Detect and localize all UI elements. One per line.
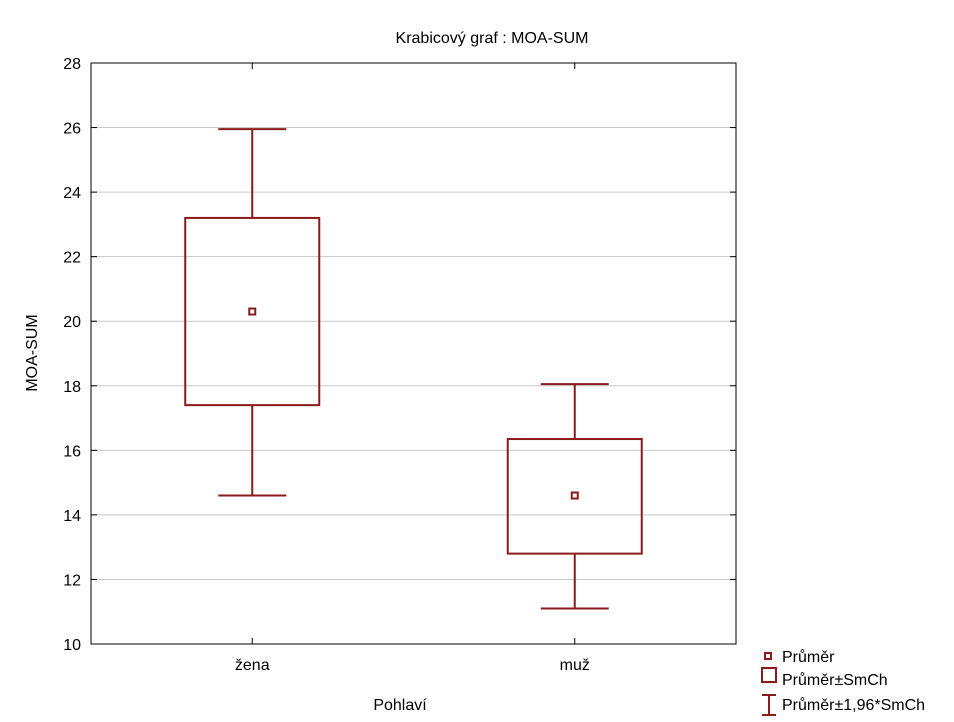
y-tick-label: 16	[63, 443, 81, 460]
whisker-marker-icon	[762, 694, 776, 716]
y-tick-label: 20	[63, 314, 81, 331]
x-tick-label: muž	[560, 657, 590, 674]
se-box	[506, 438, 643, 555]
chart-title: Krabicový graf : MOA-SUM	[396, 30, 589, 47]
y-tick-label: 28	[63, 56, 81, 73]
x-tick-label: žena	[235, 657, 270, 674]
y-tick-label: 10	[63, 637, 81, 654]
y-tick-label: 14	[63, 508, 81, 525]
legend-item-whisker: Průměr±1,96*SmCh	[762, 694, 925, 716]
x-axis-label: Pohlaví	[373, 697, 427, 714]
legend-label-whisker: Průměr±1,96*SmCh	[782, 696, 925, 714]
y-tick-label: 18	[63, 379, 81, 396]
y-tick-label: 22	[63, 250, 81, 267]
y-axis-label: MOA-SUM	[24, 314, 41, 391]
mean-marker-icon	[764, 652, 772, 660]
box-series	[184, 128, 643, 610]
box-marker-icon	[761, 667, 777, 683]
y-tick-label: 12	[63, 572, 81, 589]
box-muz	[506, 383, 643, 610]
y-axis: 10 12 14 16 18 20 22 24 26 28	[63, 56, 736, 654]
legend-item-mean: Průměr	[764, 648, 835, 666]
legend-label-mean: Průměr	[782, 648, 835, 666]
legend-label-box: Průměr±SmCh	[782, 671, 888, 689]
x-axis: žena muž	[235, 63, 590, 674]
mean-marker	[248, 307, 257, 316]
legend: Průměr Průměr±SmCh Průměr±1,96*SmCh	[761, 648, 925, 716]
legend-item-box: Průměr±SmCh	[761, 667, 888, 689]
plot-area-frame	[90, 62, 737, 645]
mean-marker	[570, 491, 579, 500]
box-zena	[184, 128, 321, 497]
se-box	[184, 216, 321, 407]
y-tick-label: 26	[63, 121, 81, 138]
y-tick-label: 24	[63, 185, 81, 202]
grid-lines	[91, 127, 736, 580]
